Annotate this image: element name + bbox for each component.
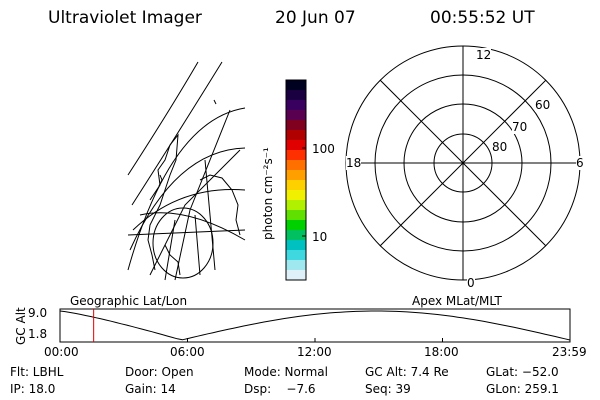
timeline-xtick-4: 23:59 — [552, 345, 587, 359]
colorbar-segment — [286, 130, 306, 141]
colorbar-segment — [286, 230, 306, 241]
colorbar-segment — [286, 160, 306, 171]
colorbar-segment — [286, 120, 306, 131]
timeline-xtick-3: 18:00 — [424, 345, 459, 359]
info-glon: GLon: 259.1 — [486, 382, 559, 396]
info-ip: IP: 18.0 — [10, 382, 56, 396]
colorbar-segment — [286, 180, 306, 191]
colorbar-segment — [286, 90, 306, 101]
info-glat: GLat: −52.0 — [486, 365, 559, 379]
lat-label-80: 80 — [492, 140, 508, 154]
colorbar-segment — [286, 110, 306, 121]
colorbar-frame — [285, 79, 307, 281]
timeline-ylabel: GC Alt — [14, 307, 28, 345]
colorbar-segment — [286, 260, 306, 271]
mlt-label-12: 12 — [476, 48, 492, 62]
colorbar-tick-100: 100 — [312, 142, 335, 156]
colorbar-segment — [286, 270, 306, 281]
timeline-ymin: 1.8 — [28, 327, 48, 341]
observation-date: 20 Jun 07 — [275, 8, 356, 28]
colorbar-tick-10: 10 — [312, 230, 328, 244]
geographic-panel-label: Geographic Lat/Lon — [70, 294, 188, 308]
polar-panel-label: Apex MLat/MLT — [412, 294, 502, 308]
colorbar-segment — [286, 140, 306, 151]
colorbar-segment — [286, 150, 306, 161]
colorbar-segment — [286, 240, 306, 251]
info-gc-altitude: GC Alt: 7.4 Re — [365, 365, 449, 379]
colorbar-segment — [286, 220, 306, 231]
observation-time: 00:55:52 UT — [430, 8, 535, 28]
timeline-xtick-0: 00:00 — [44, 345, 79, 359]
timeline-xtick-1: 06:00 — [170, 345, 205, 359]
lat-label-70: 70 — [512, 120, 528, 134]
geo-lat-arc — [127, 107, 246, 271]
info-gain: Gain: 14 — [125, 382, 176, 396]
info-sequence: Seq: 39 — [365, 382, 411, 396]
altitude-curve — [59, 310, 571, 341]
info-mode: Mode: Normal — [244, 365, 328, 379]
colorbar-segment — [286, 80, 306, 91]
info-dsp: Dsp: −7.6 — [244, 382, 316, 396]
mlt-label-0: 0 — [467, 276, 475, 290]
info-filter: Flt: LBHL — [10, 365, 64, 379]
mlt-label-18: 18 — [346, 156, 362, 170]
timeline-xtick-2: 12:00 — [297, 345, 332, 359]
info-door: Door: Open — [125, 365, 194, 379]
colorbar-segment — [286, 170, 306, 181]
lat-label-60: 60 — [535, 98, 551, 112]
mlt-label-6: 6 — [576, 156, 584, 170]
colorbar-segment — [286, 250, 306, 261]
timeline-ymax: 9.0 — [28, 306, 48, 320]
colorbar-segment — [286, 100, 306, 111]
colorbar-segment — [286, 210, 306, 221]
colorbar-segment — [286, 200, 306, 211]
instrument-title: Ultraviolet Imager — [48, 8, 202, 28]
colorbar-segment — [286, 190, 306, 201]
